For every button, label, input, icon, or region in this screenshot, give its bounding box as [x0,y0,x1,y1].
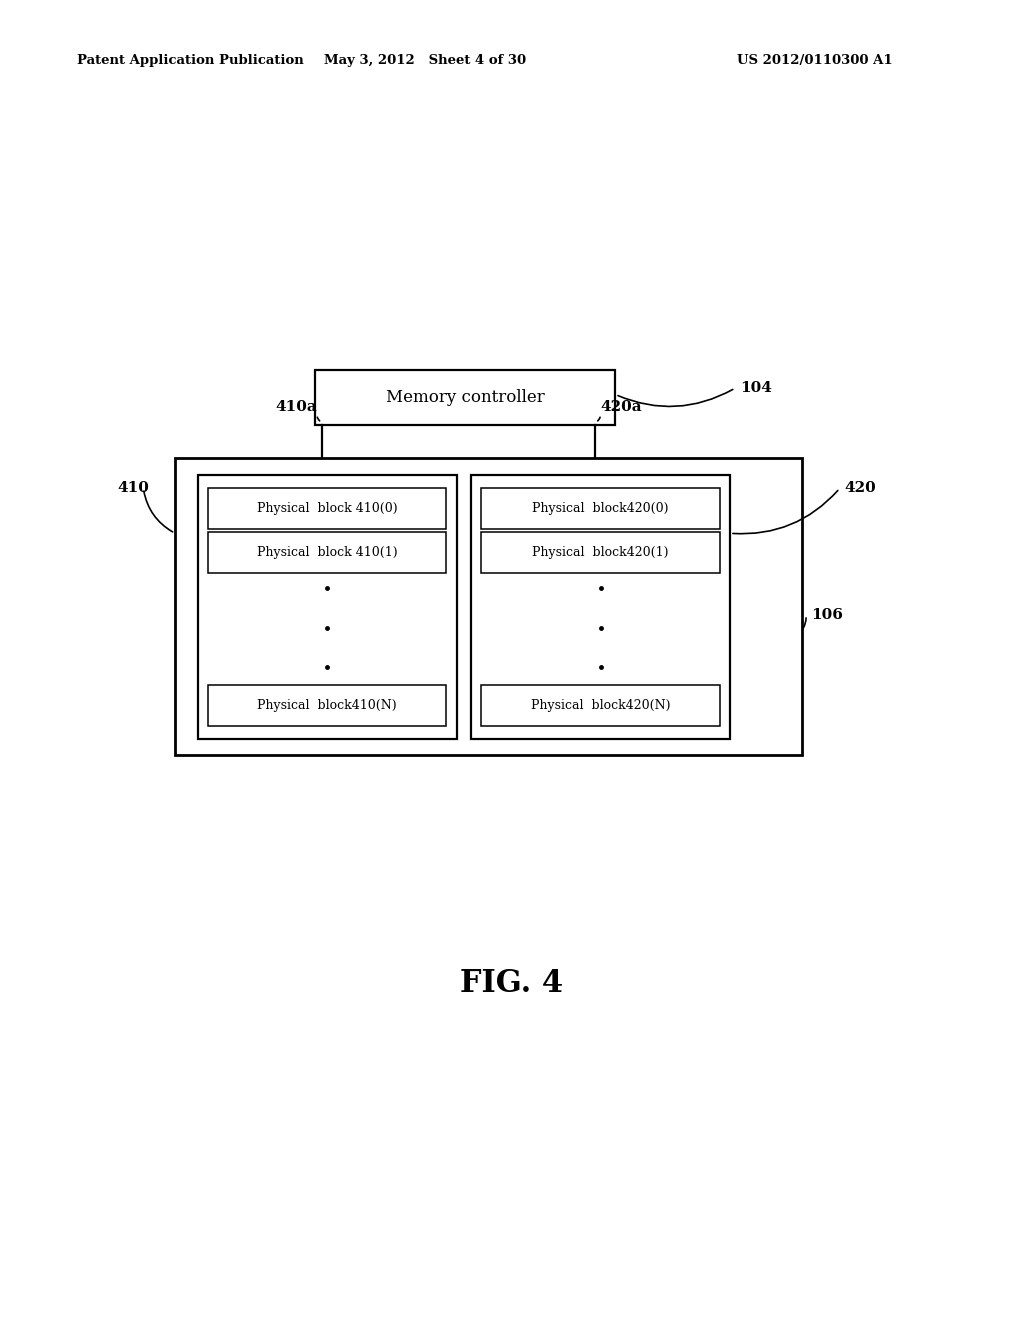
Bar [198,475,457,739]
Text: 420: 420 [845,482,877,495]
Bar [471,475,730,739]
Text: Physical  block410(N): Physical block410(N) [257,700,397,711]
Text: Physical  block420(1): Physical block420(1) [532,546,669,558]
Text: Memory controller: Memory controller [386,389,545,405]
Text: US 2012/0110300 A1: US 2012/0110300 A1 [737,54,893,67]
Text: 104: 104 [740,381,772,395]
Text: Patent Application Publication: Patent Application Publication [77,54,303,67]
Bar [315,370,615,425]
Text: FIG. 4: FIG. 4 [461,968,563,999]
Text: 106: 106 [811,609,843,622]
Bar [208,488,446,529]
Text: 420a: 420a [600,400,642,414]
Text: Physical  block420(N): Physical block420(N) [530,700,671,711]
Text: Physical  block 410(0): Physical block 410(0) [257,503,397,515]
Text: Physical  block 410(1): Physical block 410(1) [257,546,397,558]
Bar [175,458,802,755]
Text: 410: 410 [118,482,150,495]
Bar [208,532,446,573]
Text: May 3, 2012   Sheet 4 of 30: May 3, 2012 Sheet 4 of 30 [324,54,526,67]
Bar [208,685,446,726]
Bar [481,685,720,726]
Text: 410a: 410a [275,400,316,414]
Text: Physical  block420(0): Physical block420(0) [532,503,669,515]
Bar [481,488,720,529]
Bar [481,532,720,573]
